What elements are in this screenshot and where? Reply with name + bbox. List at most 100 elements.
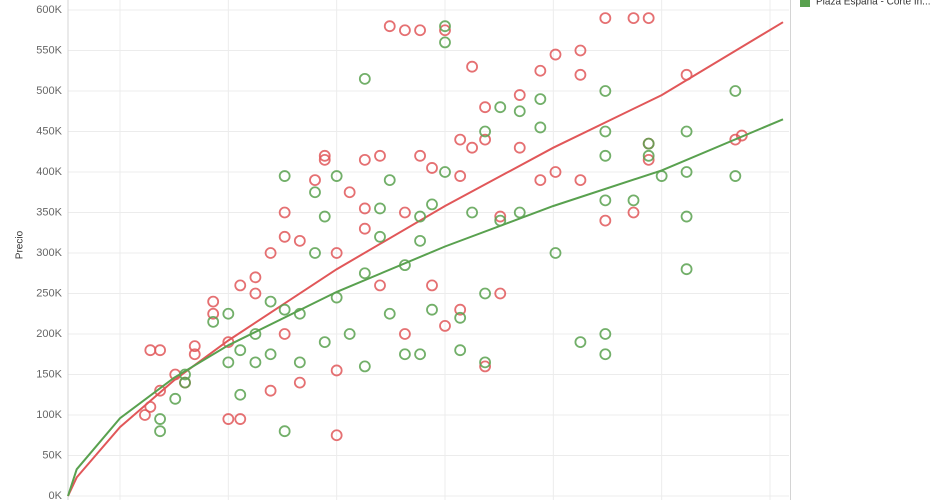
y-tick-label: 450K [36,125,62,137]
point [479,360,491,373]
point [139,409,151,421]
point [207,315,220,328]
point [358,153,371,166]
point [642,137,655,150]
point [479,133,491,146]
point [264,295,277,308]
y-tick-label: 500K [36,85,62,97]
point [318,336,331,349]
point [293,356,306,369]
point [426,198,438,211]
y-tick-label: 200K [36,328,62,340]
point [642,12,655,25]
point [179,376,191,389]
trend-line [67,118,784,497]
y-tick-label: 50K [42,449,62,461]
point [358,267,371,280]
point [513,89,526,101]
point [374,149,386,162]
point [513,141,526,154]
point [439,24,451,37]
point [729,85,742,97]
point [188,340,201,353]
point [358,72,371,85]
point [599,194,612,207]
y-tick-label: 150K [36,368,62,380]
point [383,174,396,187]
y-tick-label: 100K [36,409,62,421]
point [494,101,507,114]
point [466,60,478,73]
point [293,234,306,247]
y-tick-label: 250K [36,287,62,299]
y-tick-label: 550K [36,44,62,56]
point [309,174,321,187]
point [479,356,491,369]
point [278,425,291,438]
point [479,287,491,300]
point [383,307,396,320]
point [358,202,371,215]
point [154,425,166,438]
point [574,336,587,349]
point [549,48,562,61]
y-tick-label: 300K [36,247,62,259]
point [642,149,655,162]
legend-panel [790,0,950,500]
point [680,166,693,178]
point [627,206,640,219]
point [549,166,562,178]
y-tick-label: 350K [36,206,62,218]
legend-swatch [800,0,810,7]
point [599,348,612,361]
point [249,356,262,369]
point [574,174,587,187]
point [234,344,247,357]
point [599,125,612,138]
point [599,328,612,340]
point [293,376,306,389]
point [309,247,321,259]
point [234,279,247,292]
point [426,303,438,316]
point [439,319,451,332]
point [426,279,438,292]
point [264,384,277,397]
point [234,413,247,425]
point [439,36,451,49]
point [414,149,426,162]
point [680,263,693,276]
point [222,356,235,369]
point [374,202,386,215]
point [343,328,356,340]
point [534,174,547,187]
point [454,170,467,182]
point [222,307,235,320]
point [454,311,467,324]
point [330,170,343,182]
point [680,125,693,138]
point [479,125,491,138]
point [466,141,478,154]
point [309,186,321,199]
point [534,121,547,134]
point [729,170,742,182]
point [207,307,220,320]
point [154,344,166,357]
point [549,247,562,259]
point [278,303,291,316]
point [383,20,396,33]
point [414,210,426,223]
point [343,186,356,199]
point [234,388,247,401]
point [426,162,438,174]
point [318,153,331,166]
point [680,210,693,223]
point [358,360,371,373]
point [207,295,220,308]
point [414,24,426,37]
point [374,279,386,292]
legend-label: Plaza España - Corte In... [816,0,931,8]
point [574,68,587,81]
